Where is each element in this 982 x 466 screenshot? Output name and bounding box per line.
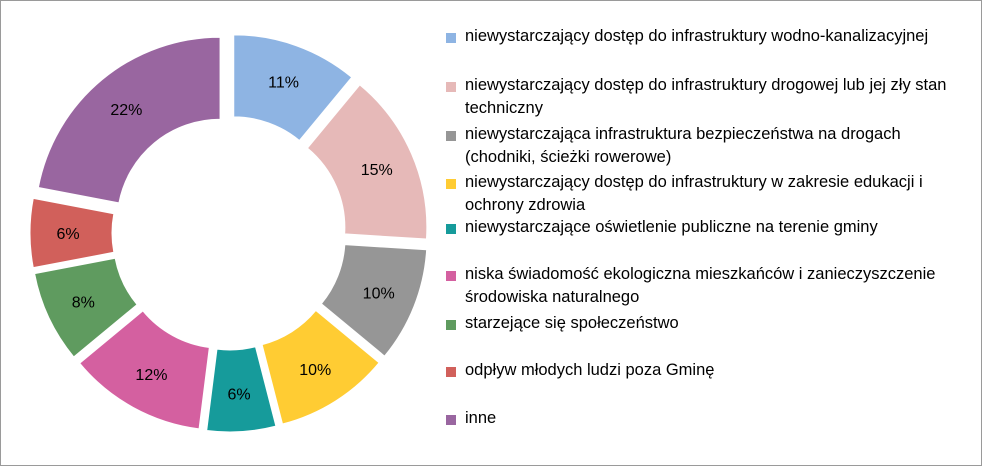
donut-slice-6 <box>79 310 210 430</box>
data-label-5: 6% <box>228 387 251 404</box>
legend-label-6: niska świadomość ekologiczna mieszkańców… <box>465 265 936 306</box>
data-label-9: 22% <box>110 102 142 119</box>
data-label-7: 8% <box>72 295 95 312</box>
data-label-6: 12% <box>135 367 167 384</box>
donut-slice-5 <box>206 346 277 433</box>
donut-slice-4 <box>261 309 380 425</box>
legend-label-7: starzejące się społeczeństwo <box>465 314 679 332</box>
donut-slice-9 <box>37 36 221 204</box>
legend-swatch-6 <box>446 271 456 281</box>
data-label-2: 15% <box>361 162 393 179</box>
donut-slice-7 <box>34 257 138 358</box>
legend-swatch-1 <box>446 33 456 43</box>
data-label-1: 11% <box>268 75 299 92</box>
legend-label-2: niewystarczający dostęp do infrastruktur… <box>465 76 947 117</box>
legend: niewystarczający dostęp do infrastruktur… <box>446 0 966 466</box>
data-label-3: 10% <box>363 285 395 302</box>
legend-label-9: inne <box>465 409 497 427</box>
data-label-8: 6% <box>56 226 79 243</box>
donut-slice-2 <box>306 84 428 240</box>
legend-swatch-2 <box>446 82 456 92</box>
donut-data-labels: 11% 15% 10% 10% 6% 12% 8% 6% 22% <box>56 75 394 404</box>
donut-slice-3 <box>320 244 428 357</box>
legend-swatch-4 <box>446 179 456 189</box>
data-label-4: 10% <box>299 362 331 379</box>
legend-label-4: niewystarczający dostęp do infrastruktur… <box>465 173 923 214</box>
donut-slice-1 <box>233 34 353 142</box>
legend-label-8: odpływ młodych ludzi poza Gminę <box>465 361 715 379</box>
legend-swatch-8 <box>446 367 456 377</box>
legend-label-5: niewystarczające oświetlenie publiczne n… <box>465 218 878 236</box>
donut-slices <box>29 34 428 433</box>
legend-swatch-5 <box>446 224 456 234</box>
legend-label-1: niewystarczający dostęp do infrastruktur… <box>465 27 929 45</box>
donut-slice-8 <box>29 197 115 269</box>
legend-swatch-9 <box>446 415 456 425</box>
legend-label-3: niewystarczająca infrastruktura bezpiecz… <box>465 125 901 166</box>
legend-swatch-7 <box>446 320 456 330</box>
legend-swatch-3 <box>446 131 456 141</box>
